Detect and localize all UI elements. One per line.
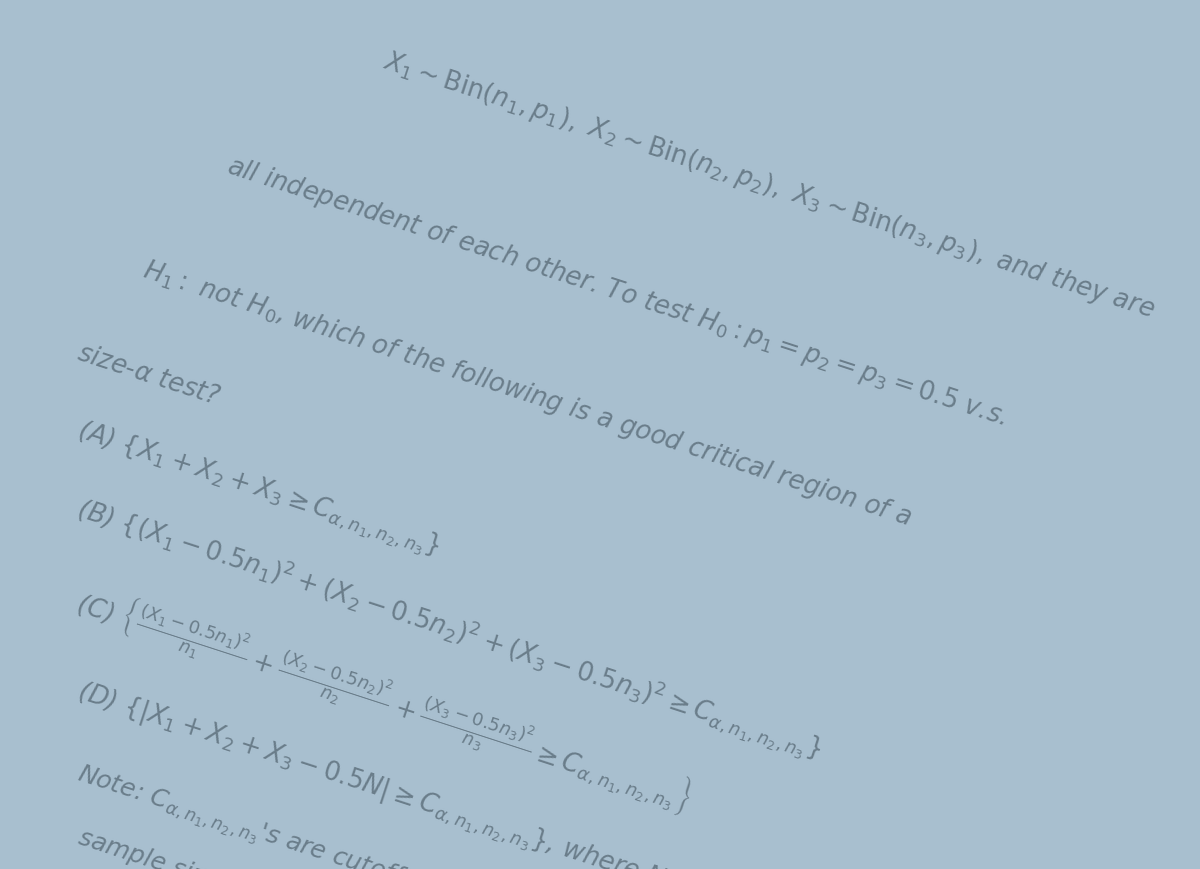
Text: sample sizes $(n_1, n_2, n_3)$.: sample sizes $(n_1, n_2, n_3)$.: [73, 823, 371, 869]
Text: all independent of each other. To test $H_0: p_1 = p_2 = p_3 = 0.5$ v.s.: all independent of each other. To test $…: [223, 151, 1010, 432]
Text: (C) $\left\{\frac{(X_1-0.5n_1)^2}{n_1} + \frac{(X_2-0.5n_2)^2}{n_2} + \frac{(X_3: (C) $\left\{\frac{(X_1-0.5n_1)^2}{n_1} +…: [71, 578, 697, 820]
Text: $X_1 \sim \mathrm{Bin}(n_1, p_1),\ X_2 \sim \mathrm{Bin}(n_2, p_2),\ X_3 \sim \m: $X_1 \sim \mathrm{Bin}(n_1, p_1),\ X_2 \…: [379, 47, 1159, 325]
Text: size-$\alpha$ test?: size-$\alpha$ test?: [74, 340, 223, 410]
Text: $H_1:$ not $H_0$, which of the following is a good critical region of a: $H_1:$ not $H_0$, which of the following…: [139, 255, 916, 533]
Text: (B) $\{(X_1 - 0.5n_1)^2 + (X_2 - 0.5n_2)^2 + (X_3 - 0.5n_3)^2 \geq C_{\alpha,n_1: (B) $\{(X_1 - 0.5n_1)^2 + (X_2 - 0.5n_2)…: [72, 491, 827, 766]
Text: (A) $\{X_1 + X_2 + X_3 \geq C_{\alpha,n_1,n_2,n_3}\}$: (A) $\{X_1 + X_2 + X_3 \geq C_{\alpha,n_…: [73, 415, 444, 562]
Text: (D) $\{|X_1 + X_2 + X_3 - 0.5N| \geq C_{\alpha,n_1,n_2,n_3}\}$, where $N = n_1 +: (D) $\{|X_1 + X_2 + X_3 - 0.5N| \geq C_{…: [73, 676, 840, 869]
Text: Note: $C_{\alpha,n_1,n_2,n_3}$'s are cutoff values such that the test has size $: Note: $C_{\alpha,n_1,n_2,n_3}$'s are cut…: [73, 760, 870, 869]
